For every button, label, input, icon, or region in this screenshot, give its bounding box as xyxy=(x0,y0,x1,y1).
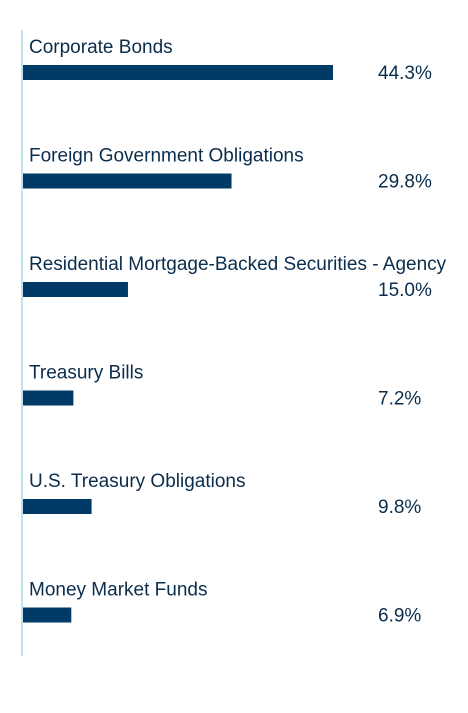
category-label: U.S. Treasury Obligations xyxy=(29,471,245,492)
value-label: 44.3% xyxy=(378,63,432,84)
bar xyxy=(23,282,128,297)
value-label: 29.8% xyxy=(378,172,432,193)
value-label: 7.2% xyxy=(378,389,421,410)
value-label: 9.8% xyxy=(378,497,421,518)
value-label: 6.9% xyxy=(378,606,421,627)
category-label: Money Market Funds xyxy=(29,580,207,601)
category-label: Corporate Bonds xyxy=(29,37,173,58)
bar xyxy=(23,607,72,623)
category-label: Treasury Bills xyxy=(29,363,143,384)
bar xyxy=(23,65,333,80)
category-label: Foreign Government Obligations xyxy=(29,146,304,167)
category-label: Residential Mortgage-Backed Securities -… xyxy=(29,254,447,275)
bar xyxy=(23,173,232,189)
bar xyxy=(23,499,92,514)
bar xyxy=(23,390,74,406)
value-label: 15.0% xyxy=(378,280,432,301)
